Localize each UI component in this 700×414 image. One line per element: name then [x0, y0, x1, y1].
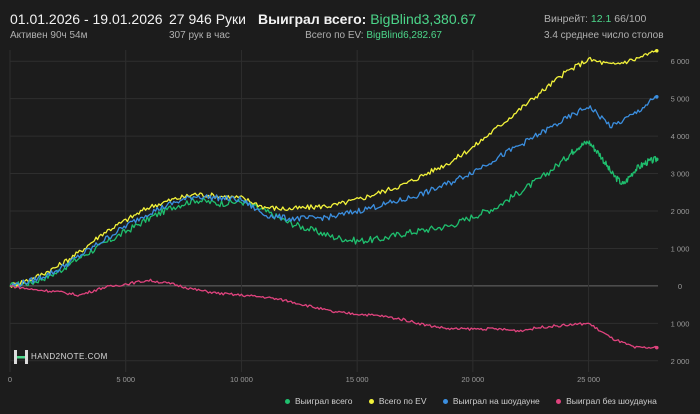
total-ev-label: Всего по EV:: [305, 30, 364, 41]
legend-nonshowdown-dot: [556, 399, 562, 405]
y-tick-label: 2 000: [671, 357, 690, 366]
y-tick-label: 4 000: [671, 132, 690, 141]
x-tick-label: 20 000: [461, 375, 484, 384]
legend-showdown[interactable]: Выиграл на шоудауне: [442, 396, 540, 406]
legend-ev-label: Всего по EV: [378, 396, 427, 406]
series-won-line: [9, 140, 658, 289]
winrate: Винрейт: 12.1 66/100: [544, 13, 646, 25]
series-nonshowdown-line: [10, 278, 658, 349]
logo-icon: [14, 350, 28, 364]
hands-per-hour: 307 рук в час: [169, 30, 230, 41]
legend-showdown-dot: [442, 399, 448, 405]
series-end-point: [654, 48, 659, 53]
y-tick-label: 3 000: [671, 170, 690, 179]
y-tick-label: 6 000: [671, 57, 690, 66]
date-range[interactable]: 01.01.2026 - 19.01.2026: [10, 11, 163, 27]
y-tick-label: 1 000: [671, 319, 690, 328]
total-ev-value: BigBlind6,282.67: [366, 30, 442, 41]
logo: HAND2NOTE.COM: [14, 350, 108, 364]
x-tick-label: 0: [8, 375, 12, 384]
x-tick-label: 10 000: [230, 375, 253, 384]
avg-tables: 3.4 среднее число столов: [544, 30, 664, 41]
y-tick-label: 2 000: [671, 207, 690, 216]
legend-won[interactable]: Выиграл всего: [285, 396, 352, 406]
x-tick-label: 15 000: [346, 375, 369, 384]
legend-showdown-label: Выиграл на шоудауне: [452, 396, 540, 406]
active-time: Активен 90ч 54м: [10, 30, 88, 41]
legend-won-dot: [285, 399, 290, 405]
series-end-point: [654, 345, 659, 350]
y-tick-label: 0: [678, 282, 682, 291]
total-ev: Всего по EV: BigBlind6,282.67: [305, 30, 442, 41]
winrate-value: 12.1: [590, 13, 612, 25]
total-won-label: Выиграл всего:: [258, 11, 367, 27]
series-end-point: [654, 157, 659, 162]
legend-nonshowdown[interactable]: Выиграл без шоудауна: [556, 396, 657, 406]
x-tick-label: 25 000: [577, 375, 600, 384]
stats-header: 01.01.2026 - 19.01.2026 Активен 90ч 54м …: [0, 0, 700, 44]
y-tick-label: 5 000: [671, 95, 690, 104]
series-showdown-line: [9, 95, 657, 287]
total-won: Выиграл всего: BigBlind3,380.67: [258, 11, 476, 27]
y-tick-label: 1 000: [671, 244, 690, 253]
total-won-value: BigBlind3,380.67: [370, 11, 477, 27]
chart-legend: Выиграл всего Всего по EV Выиграл на шоу…: [285, 396, 671, 406]
series-end-point: [654, 95, 659, 99]
logo-text: HAND2NOTE.COM: [31, 352, 108, 362]
profit-graph[interactable]: 6 000 5 000 4 000 3 000 2 000 1 000 0 1 000 2 00…: [0, 44, 700, 414]
winrate-label: Винрейт:: [544, 13, 588, 25]
legend-ev-dot: [368, 399, 374, 405]
legend-ev[interactable]: Всего по EV: [368, 396, 427, 406]
winrate-suffix: 66/100: [614, 13, 647, 25]
hands-count: 27 946 Руки: [169, 11, 246, 27]
legend-nonshowdown-label: Выиграл без шоудауна: [566, 396, 657, 406]
legend-won-label: Выиграл всего: [295, 396, 353, 406]
x-tick-label: 5 000: [116, 375, 135, 384]
series-ev-line: [9, 50, 657, 288]
